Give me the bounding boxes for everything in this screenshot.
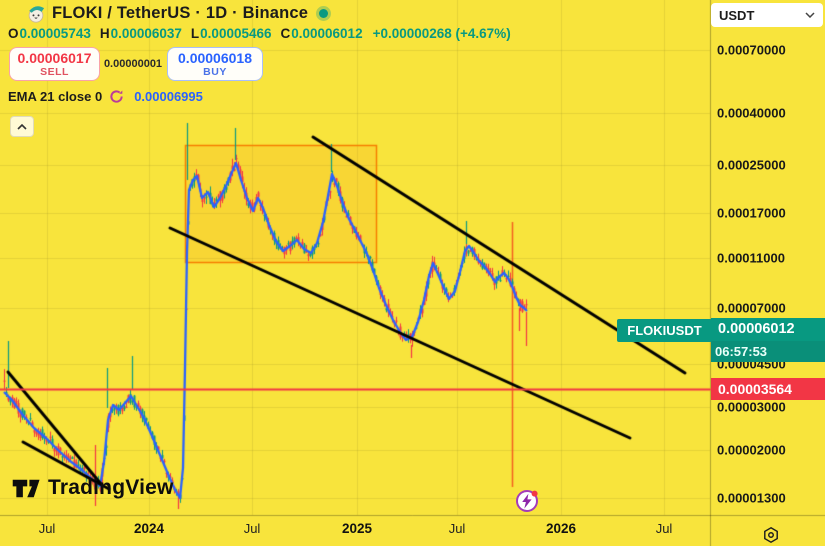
- symbol-price-tag[interactable]: FLOKIUSDT: [617, 319, 712, 342]
- change-value: +0.00000268 (+4.67%): [372, 26, 511, 41]
- time-axis-label: 2024: [133, 521, 165, 536]
- price-axis-label: 0.00017000: [717, 205, 786, 221]
- symbol-title[interactable]: FLOKI / TetherUS · 1D · Binance: [52, 4, 309, 22]
- open-value: 0.00005743: [19, 26, 91, 41]
- high-label: H: [99, 26, 110, 41]
- sell-label: SELL: [40, 66, 69, 79]
- price-axis-label: 0.00040000: [717, 105, 786, 121]
- price-axis-label: 0.00007000: [717, 300, 786, 316]
- low-value: 0.00005466: [200, 26, 272, 41]
- buy-price: 0.00006018: [178, 49, 252, 66]
- indicator-value: 0.00006995: [134, 89, 203, 104]
- price-axis-label: 0.00003000: [717, 399, 786, 415]
- candle-countdown: 06:57:53: [711, 341, 825, 362]
- alert-price-label[interactable]: 0.00003564: [711, 378, 825, 400]
- close-label: C: [280, 26, 291, 41]
- current-price-value: 0.00006012: [711, 318, 825, 341]
- time-axis-label: 2026: [545, 521, 577, 536]
- low-label: L: [190, 26, 200, 41]
- high-value: 0.00006037: [110, 26, 182, 41]
- currency-toggle-button[interactable]: USDT: [711, 3, 823, 27]
- sell-price: 0.00006017: [17, 49, 92, 66]
- time-axis-label: Jul: [243, 521, 261, 536]
- floki-logo-icon: [27, 5, 45, 23]
- price-axis-label: 0.00070000: [717, 42, 786, 58]
- collapse-button[interactable]: [10, 116, 34, 137]
- price-axis-label: 0.00002000: [717, 442, 786, 458]
- chevron-down-icon: [805, 12, 815, 18]
- time-axis-label: Jul: [38, 521, 56, 536]
- axis-settings-icon[interactable]: [762, 526, 780, 544]
- indicator-legend[interactable]: EMA 21 close 0 0.00006995: [8, 89, 203, 104]
- buy-button[interactable]: 0.00006018 BUY: [167, 47, 263, 81]
- price-axis-label: 0.00025000: [717, 157, 786, 173]
- current-price-label[interactable]: 0.00006012 06:57:53: [711, 318, 825, 362]
- buy-label: BUY: [203, 66, 227, 79]
- alert-lightning-icon[interactable]: [515, 489, 539, 513]
- time-axis-label: Jul: [448, 521, 466, 536]
- time-axis-label: Jul: [655, 521, 673, 536]
- spread-value: 0.00000001: [103, 58, 163, 70]
- open-label: O: [8, 26, 19, 41]
- sell-button[interactable]: 0.00006017 SELL: [9, 47, 100, 81]
- indicator-name: EMA 21 close 0: [8, 89, 103, 104]
- currency-label: USDT: [719, 7, 755, 23]
- time-axis-label: 2025: [341, 521, 373, 536]
- ohlc-row: O 0.00005743 H 0.00006037 L 0.00005466 C 0.0…: [8, 26, 511, 41]
- price-axis-label: 0.00011000: [717, 250, 785, 266]
- price-axis-label: 0.00001300: [717, 490, 786, 506]
- close-value: 0.00006012: [291, 26, 363, 41]
- market-status-icon: [319, 9, 329, 18]
- tradingview-logo-icon: [12, 478, 41, 499]
- loading-loop-icon: [109, 89, 124, 104]
- chevron-up-icon: [17, 123, 27, 130]
- tradingview-watermark[interactable]: TradingView: [12, 476, 174, 500]
- watermark-text: TradingView: [48, 476, 174, 499]
- symbol-header: FLOKI / TetherUS · 1D · Binance: [27, 4, 329, 23]
